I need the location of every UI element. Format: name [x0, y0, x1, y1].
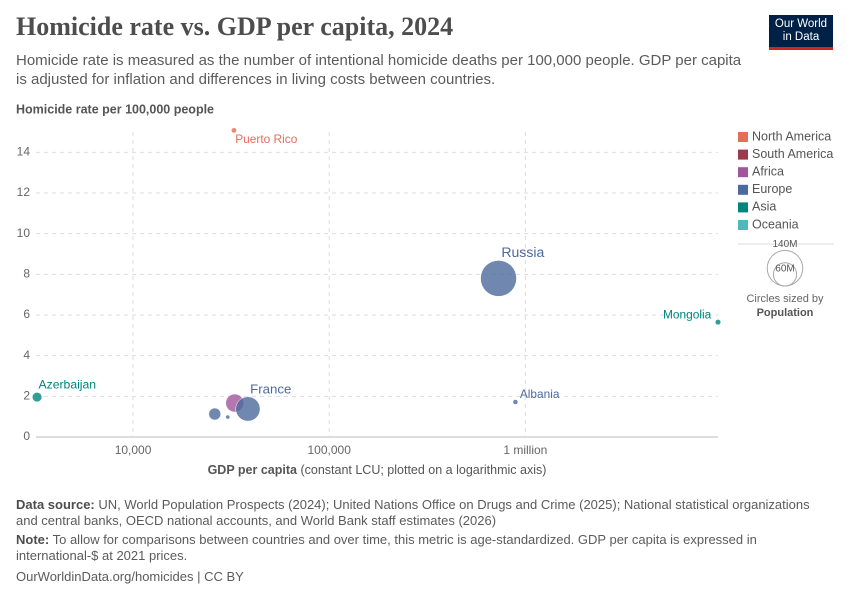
y-tick-label: 12 [17, 185, 31, 199]
size-legend-variable: Population [757, 307, 814, 319]
point [208, 407, 222, 421]
legend-swatch [738, 184, 748, 195]
size-legend-title: Circles sized by [746, 293, 824, 305]
note-text: To allow for comparisons between countri… [16, 532, 757, 563]
logo[interactable]: Our World in Data [769, 15, 833, 50]
x-tick-label: 100,000 [308, 443, 352, 457]
point [225, 414, 231, 420]
point [32, 392, 43, 403]
point [512, 399, 519, 405]
note: Note: To allow for comparisons between c… [16, 532, 831, 564]
logo-text: in Data [782, 31, 820, 43]
source-label: Data source: [16, 497, 95, 512]
logo-text: Our World [774, 18, 828, 30]
x-axis-note: (constant LCU; plotted on a logarithmic … [300, 463, 546, 477]
legend-label: Europe [752, 182, 792, 196]
point-label: Puerto Rico [235, 132, 297, 146]
x-axis-label: GDP per capita [208, 463, 298, 477]
point-label: Azerbaijan [39, 378, 97, 392]
legend-label: North America [752, 129, 831, 143]
y-tick-label: 0 [23, 429, 30, 443]
y-axis-label: Homicide rate per 100,000 people [16, 102, 214, 116]
legend-swatch [738, 220, 748, 230]
y-tick-label: 10 [17, 226, 31, 240]
source: Data source: UN, World Population Prospe… [16, 497, 831, 529]
point [480, 260, 517, 297]
url[interactable]: OurWorldinData.org/homicides | CC BY [16, 569, 244, 584]
point-label: Russia [501, 244, 544, 260]
x-tick-label: 10,000 [115, 443, 152, 457]
legend-label: Oceania [752, 217, 799, 231]
point [231, 127, 237, 134]
legend-swatch [738, 202, 748, 213]
note-label: Note: [16, 532, 50, 547]
title: Homicide rate vs. GDP per capita, 2024 [16, 12, 454, 41]
size-legend-label: 60M [775, 263, 794, 274]
y-tick-label: 8 [23, 267, 30, 281]
y-tick-label: 4 [23, 348, 30, 362]
source-text: UN, World Population Prospects (2024); U… [16, 497, 810, 528]
x-tick-label: 1 million [503, 443, 547, 457]
legend-swatch [738, 132, 748, 142]
point-label: Mongolia [663, 307, 712, 321]
point [714, 319, 722, 326]
legend-swatch [738, 167, 748, 178]
size-legend-label: 140M [772, 239, 797, 250]
subtitle: Homicide rate is measured as the number … [16, 52, 742, 88]
size-legend-circle [772, 262, 798, 287]
legend-label: Asia [752, 200, 776, 214]
y-tick-label: 2 [23, 389, 30, 403]
legend-swatch [738, 149, 748, 160]
legend-label: South America [752, 147, 833, 161]
point [235, 396, 261, 422]
point-label: Albania [520, 387, 560, 401]
point-label: France [250, 381, 291, 396]
y-tick-label: 14 [17, 145, 31, 159]
legend-label: Africa [752, 164, 784, 178]
x-axis-label-group: GDP per capita (constant LCU; plotted on… [208, 463, 547, 477]
y-tick-label: 6 [23, 307, 30, 321]
